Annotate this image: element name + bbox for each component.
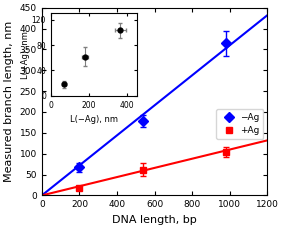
Legend: −Ag, +Ag: −Ag, +Ag: [216, 109, 263, 139]
Y-axis label: Measured branch length, nm: Measured branch length, nm: [4, 21, 14, 182]
X-axis label: DNA length, bp: DNA length, bp: [112, 215, 197, 225]
